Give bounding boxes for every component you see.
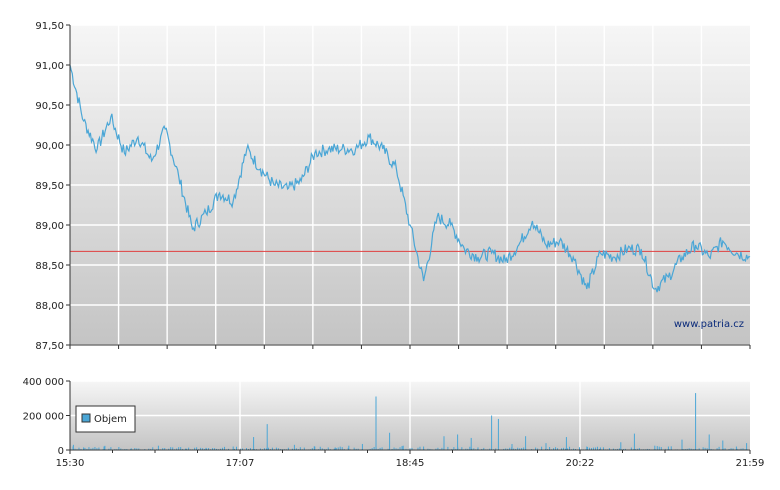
volume-ytick-label: 400 000 <box>23 377 64 388</box>
price-ytick-label: 90,00 <box>35 141 64 152</box>
volume-panel: 400 000 200 000 0 15:30 17:07 18:45 20:22 21:5… <box>23 377 765 469</box>
price-ytick-label: 87,50 <box>35 341 64 352</box>
time-xtick-label: 15:30 <box>56 458 85 469</box>
volume-legend: Objem <box>75 405 136 433</box>
time-xtick-label: 21:59 <box>736 458 765 469</box>
time-xtick-label: 18:45 <box>396 458 425 469</box>
price-series-line <box>69 64 751 293</box>
price-x-ticks <box>69 345 751 349</box>
price-panel: 91,50 91,00 90,50 90,00 89,50 89,00 88,50 88,00… <box>35 21 751 352</box>
volume-y-axis: 400 000 200 000 0 <box>23 377 70 457</box>
price-ytick-label: 88,00 <box>35 301 64 312</box>
legend-label-objem: Objem <box>94 414 127 425</box>
price-ytick-label: 91,00 <box>35 61 64 72</box>
volume-ytick-label: 200 000 <box>23 412 64 423</box>
time-x-axis: 15:30 17:07 18:45 20:22 21:59 <box>56 450 765 469</box>
price-ytick-label: 89,00 <box>35 221 64 232</box>
price-ytick-label: 88,50 <box>35 261 64 272</box>
volume-ytick-label: 0 <box>58 446 64 457</box>
price-ytick-label: 90,50 <box>35 101 64 112</box>
legend-swatch-objem <box>81 413 91 423</box>
price-ytick-label: 91,50 <box>35 21 64 32</box>
price-ytick-label: 89,50 <box>35 181 64 192</box>
time-xtick-label: 20:22 <box>566 458 595 469</box>
time-xtick-label: 17:07 <box>226 458 255 469</box>
price-y-axis: 91,50 91,00 90,50 90,00 89,50 89,00 88,50 88,00… <box>35 21 70 352</box>
watermark-text: www.patria.cz <box>674 319 744 330</box>
